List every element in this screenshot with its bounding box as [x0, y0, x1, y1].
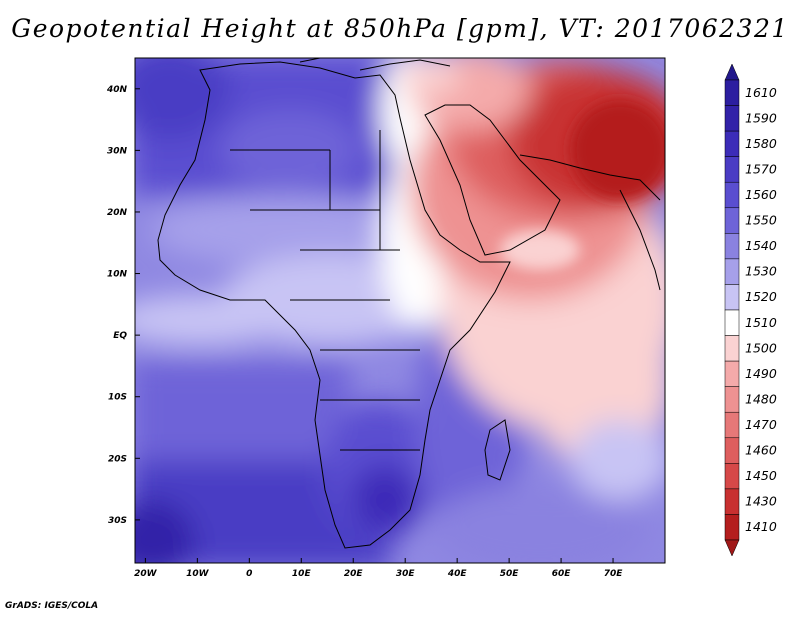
- colorbar-label: 1610: [745, 85, 777, 100]
- lon-axis: 20W 10W 0 10E 20E 30E 40E 50E 60E 70E: [134, 558, 623, 579]
- colorbar-label: 1560: [745, 187, 777, 202]
- colorbar-label: 1460: [745, 443, 777, 458]
- mediterranean-north: [299, 58, 451, 71]
- arabia-coastline: [424, 104, 561, 256]
- colorbar-label: 1450: [745, 468, 777, 483]
- colorbar-label: 1570: [745, 161, 777, 176]
- colorbar-label: 1480: [745, 391, 777, 406]
- lon-tick-label: 60E: [552, 569, 572, 579]
- colorbar-label: 1500: [745, 340, 777, 355]
- colorbar-top-cap: [724, 63, 740, 81]
- colorbar-swatch: [724, 130, 740, 157]
- colorbar-label: 1430: [745, 494, 777, 509]
- colorbar-swatch: [724, 411, 740, 439]
- border-1: [230, 149, 400, 301]
- colorbar-swatch: [724, 463, 740, 490]
- colorbar-swatch: [724, 514, 740, 541]
- lon-tick-label: 20W: [134, 569, 158, 579]
- plot-frame: [134, 57, 666, 564]
- lon-tick-label: 0: [246, 569, 252, 579]
- india-coast: [619, 189, 661, 291]
- lon-tick-label: 50E: [500, 569, 520, 579]
- lon-tick-label: 40E: [447, 569, 468, 579]
- colorbar-label: 1540: [745, 238, 777, 253]
- colorbar-swatch: [724, 207, 740, 234]
- colorbar-label: 1510: [745, 315, 777, 330]
- colorbar: 1610 1590 1580 1570 1560 1550 1540 1530 1520 1510…: [724, 63, 777, 557]
- lat-tick-label: 20N: [107, 208, 128, 218]
- lat-tick-label: 30S: [108, 516, 127, 526]
- iran-coast: [519, 154, 661, 201]
- lat-tick-label: 20S: [108, 454, 127, 464]
- coastlines: [157, 58, 661, 549]
- colorbar-label: 1470: [745, 417, 777, 432]
- colorbar-label: 1590: [745, 110, 777, 125]
- colorbar-label: 1550: [745, 213, 777, 228]
- lat-tick-label: 40N: [106, 85, 128, 95]
- lat-tick-label: 10S: [108, 393, 127, 403]
- lon-tick-label: 70E: [604, 569, 624, 579]
- colorbar-swatch: [724, 284, 740, 311]
- africa-coastline: [157, 61, 511, 549]
- lat-tick-label: EQ: [113, 331, 127, 341]
- colorbar-swatch: [724, 181, 740, 209]
- colorbar-swatch: [724, 437, 740, 464]
- madagascar: [484, 419, 511, 481]
- colorbar-swatch: [724, 105, 740, 132]
- colorbar-swatch: [724, 309, 740, 336]
- colorbar-swatch: [724, 79, 740, 106]
- colorbar-label: 1520: [745, 289, 777, 304]
- colorbar-swatch: [724, 156, 740, 183]
- colorbar-swatch: [724, 258, 740, 285]
- colorbar-swatch: [724, 386, 740, 413]
- footer-credit: GrADS: IGES/COLA: [5, 601, 99, 611]
- map-title: Geopotential Height at 850hPa [gpm], VT:…: [11, 14, 789, 43]
- colorbar-label: 1410: [745, 519, 777, 534]
- lon-tick-label: 30E: [396, 569, 416, 579]
- lon-tick-label: 10W: [186, 569, 210, 579]
- colorbar-swatch: [724, 233, 740, 260]
- border-2: [320, 130, 420, 451]
- colorbar-label: 1580: [745, 136, 777, 151]
- height-field: [135, 58, 665, 563]
- colorbar-label: 1490: [745, 366, 777, 381]
- lon-tick-label: 10E: [292, 569, 312, 579]
- lon-tick-label: 20E: [344, 569, 364, 579]
- colorbar-swatch: [724, 488, 740, 515]
- lat-tick-label: 10N: [107, 270, 128, 280]
- colorbar-bottom-cap: [724, 539, 740, 557]
- lat-axis: 40N 30N 20N 10N EQ 10S 20S 30S: [106, 85, 140, 526]
- lat-tick-label: 30N: [107, 146, 128, 156]
- colorbar-label: 1530: [745, 264, 777, 279]
- colorbar-swatch: [724, 360, 740, 387]
- colorbar-swatch: [724, 335, 740, 362]
